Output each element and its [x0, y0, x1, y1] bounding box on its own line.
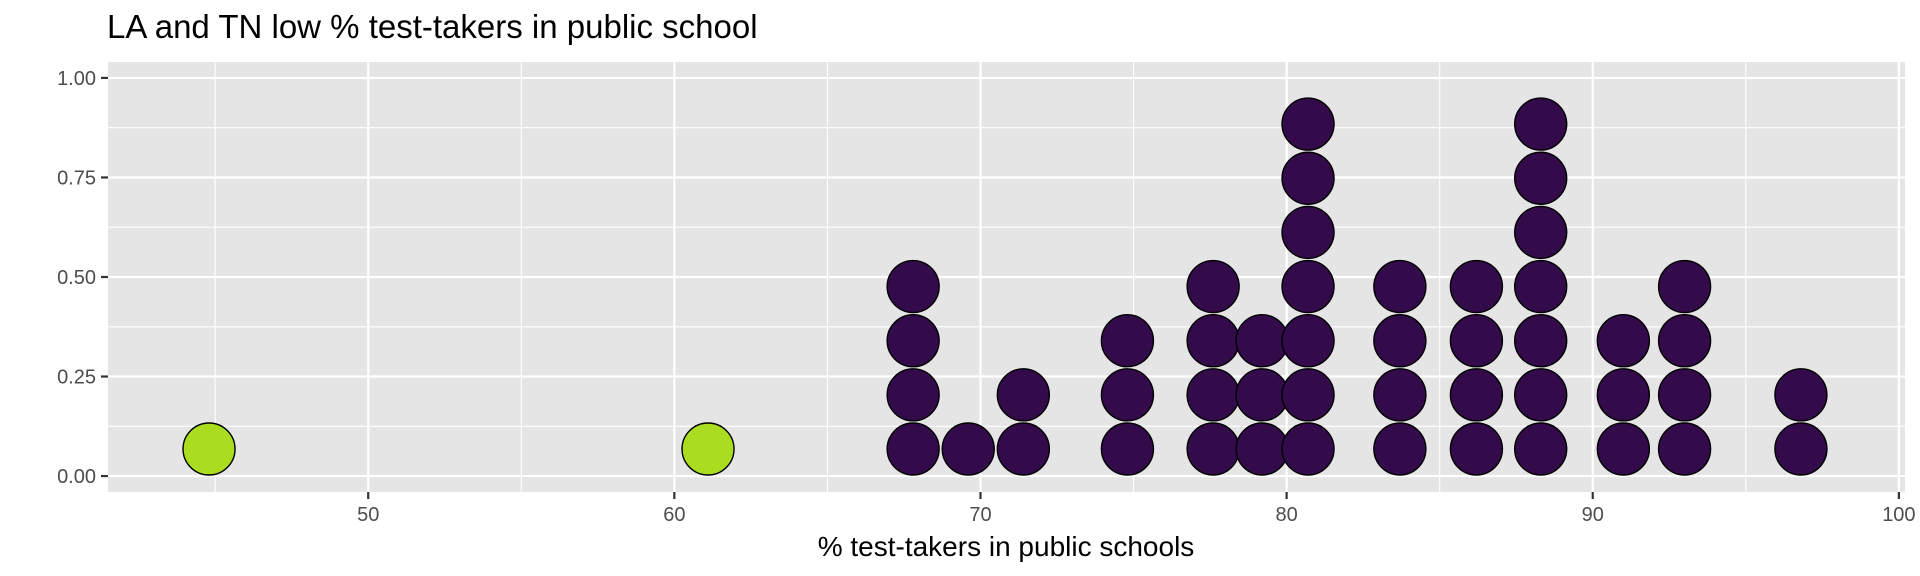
x-axis-label: % test-takers in public schools — [818, 531, 1195, 562]
state-dot — [1514, 368, 1568, 422]
y-tick-label: 0.50 — [57, 267, 96, 289]
state-dot — [1514, 314, 1568, 368]
gridlines — [108, 62, 1905, 492]
state-dot — [1186, 368, 1240, 422]
state-dot — [1449, 422, 1504, 476]
axis-ticks: 50 60 70 80 90 100 0.00 0.25 0.50 0.75 1.00 — [57, 68, 1916, 526]
state-dot — [1100, 368, 1155, 422]
y-tick-label: 0.25 — [57, 367, 96, 389]
state-dot — [1449, 368, 1504, 422]
x-tick-label: 90 — [1582, 504, 1604, 526]
data-points — [182, 97, 1828, 476]
y-tick-label: 1.00 — [57, 68, 96, 90]
x-tick-label: 80 — [1275, 504, 1297, 526]
state-dot — [1657, 314, 1712, 368]
state-dot — [1186, 259, 1240, 314]
state-dot — [1774, 368, 1828, 422]
state-dot — [941, 422, 995, 476]
state-dot — [1596, 368, 1651, 422]
state-dot — [996, 368, 1051, 422]
state-dot — [1235, 314, 1289, 368]
state-dot — [1186, 314, 1240, 368]
state-dot — [886, 422, 940, 476]
state-dot — [1373, 259, 1427, 314]
state-dot — [1596, 314, 1651, 368]
state-dot — [1596, 422, 1651, 476]
state-dot — [1100, 422, 1155, 476]
y-tick-label: 0.75 — [57, 167, 96, 189]
state-dot — [1373, 314, 1427, 368]
state-dot — [1281, 259, 1335, 314]
state-dot — [1281, 205, 1335, 260]
state-dot — [1657, 368, 1712, 422]
state-dot — [1449, 259, 1504, 314]
state-dot — [886, 314, 940, 368]
state-dot — [1281, 97, 1335, 151]
chart-title: LA and TN low % test-takers in public sc… — [107, 8, 758, 45]
state-dot — [1100, 314, 1155, 368]
state-dot — [1657, 259, 1712, 314]
x-tick-label: 50 — [357, 504, 379, 526]
x-tick-label: 70 — [969, 504, 991, 526]
highlighted-state-dot — [681, 422, 735, 476]
state-dot — [1281, 422, 1335, 476]
state-dot — [1514, 205, 1568, 260]
state-dot — [1514, 97, 1568, 151]
state-dot — [1373, 368, 1427, 422]
state-dot — [1281, 314, 1335, 368]
state-dot — [1281, 368, 1335, 422]
y-tick-label: 0.00 — [57, 466, 96, 488]
state-dot — [1235, 368, 1289, 422]
state-dot — [996, 422, 1051, 476]
state-dot — [1514, 422, 1568, 476]
x-tick-label: 60 — [663, 504, 685, 526]
state-dot — [1235, 422, 1289, 476]
state-dot — [1657, 422, 1712, 476]
state-dot — [1373, 422, 1427, 476]
x-tick-label: 100 — [1882, 504, 1915, 526]
state-dot — [1449, 314, 1504, 368]
state-dot — [1281, 151, 1335, 205]
state-dot — [1514, 259, 1568, 314]
state-dot — [1514, 151, 1568, 205]
state-dot — [1186, 422, 1240, 476]
state-dot — [1774, 422, 1828, 476]
state-dot — [886, 259, 940, 314]
state-dot — [886, 368, 940, 422]
highlighted-state-dot — [182, 422, 236, 476]
